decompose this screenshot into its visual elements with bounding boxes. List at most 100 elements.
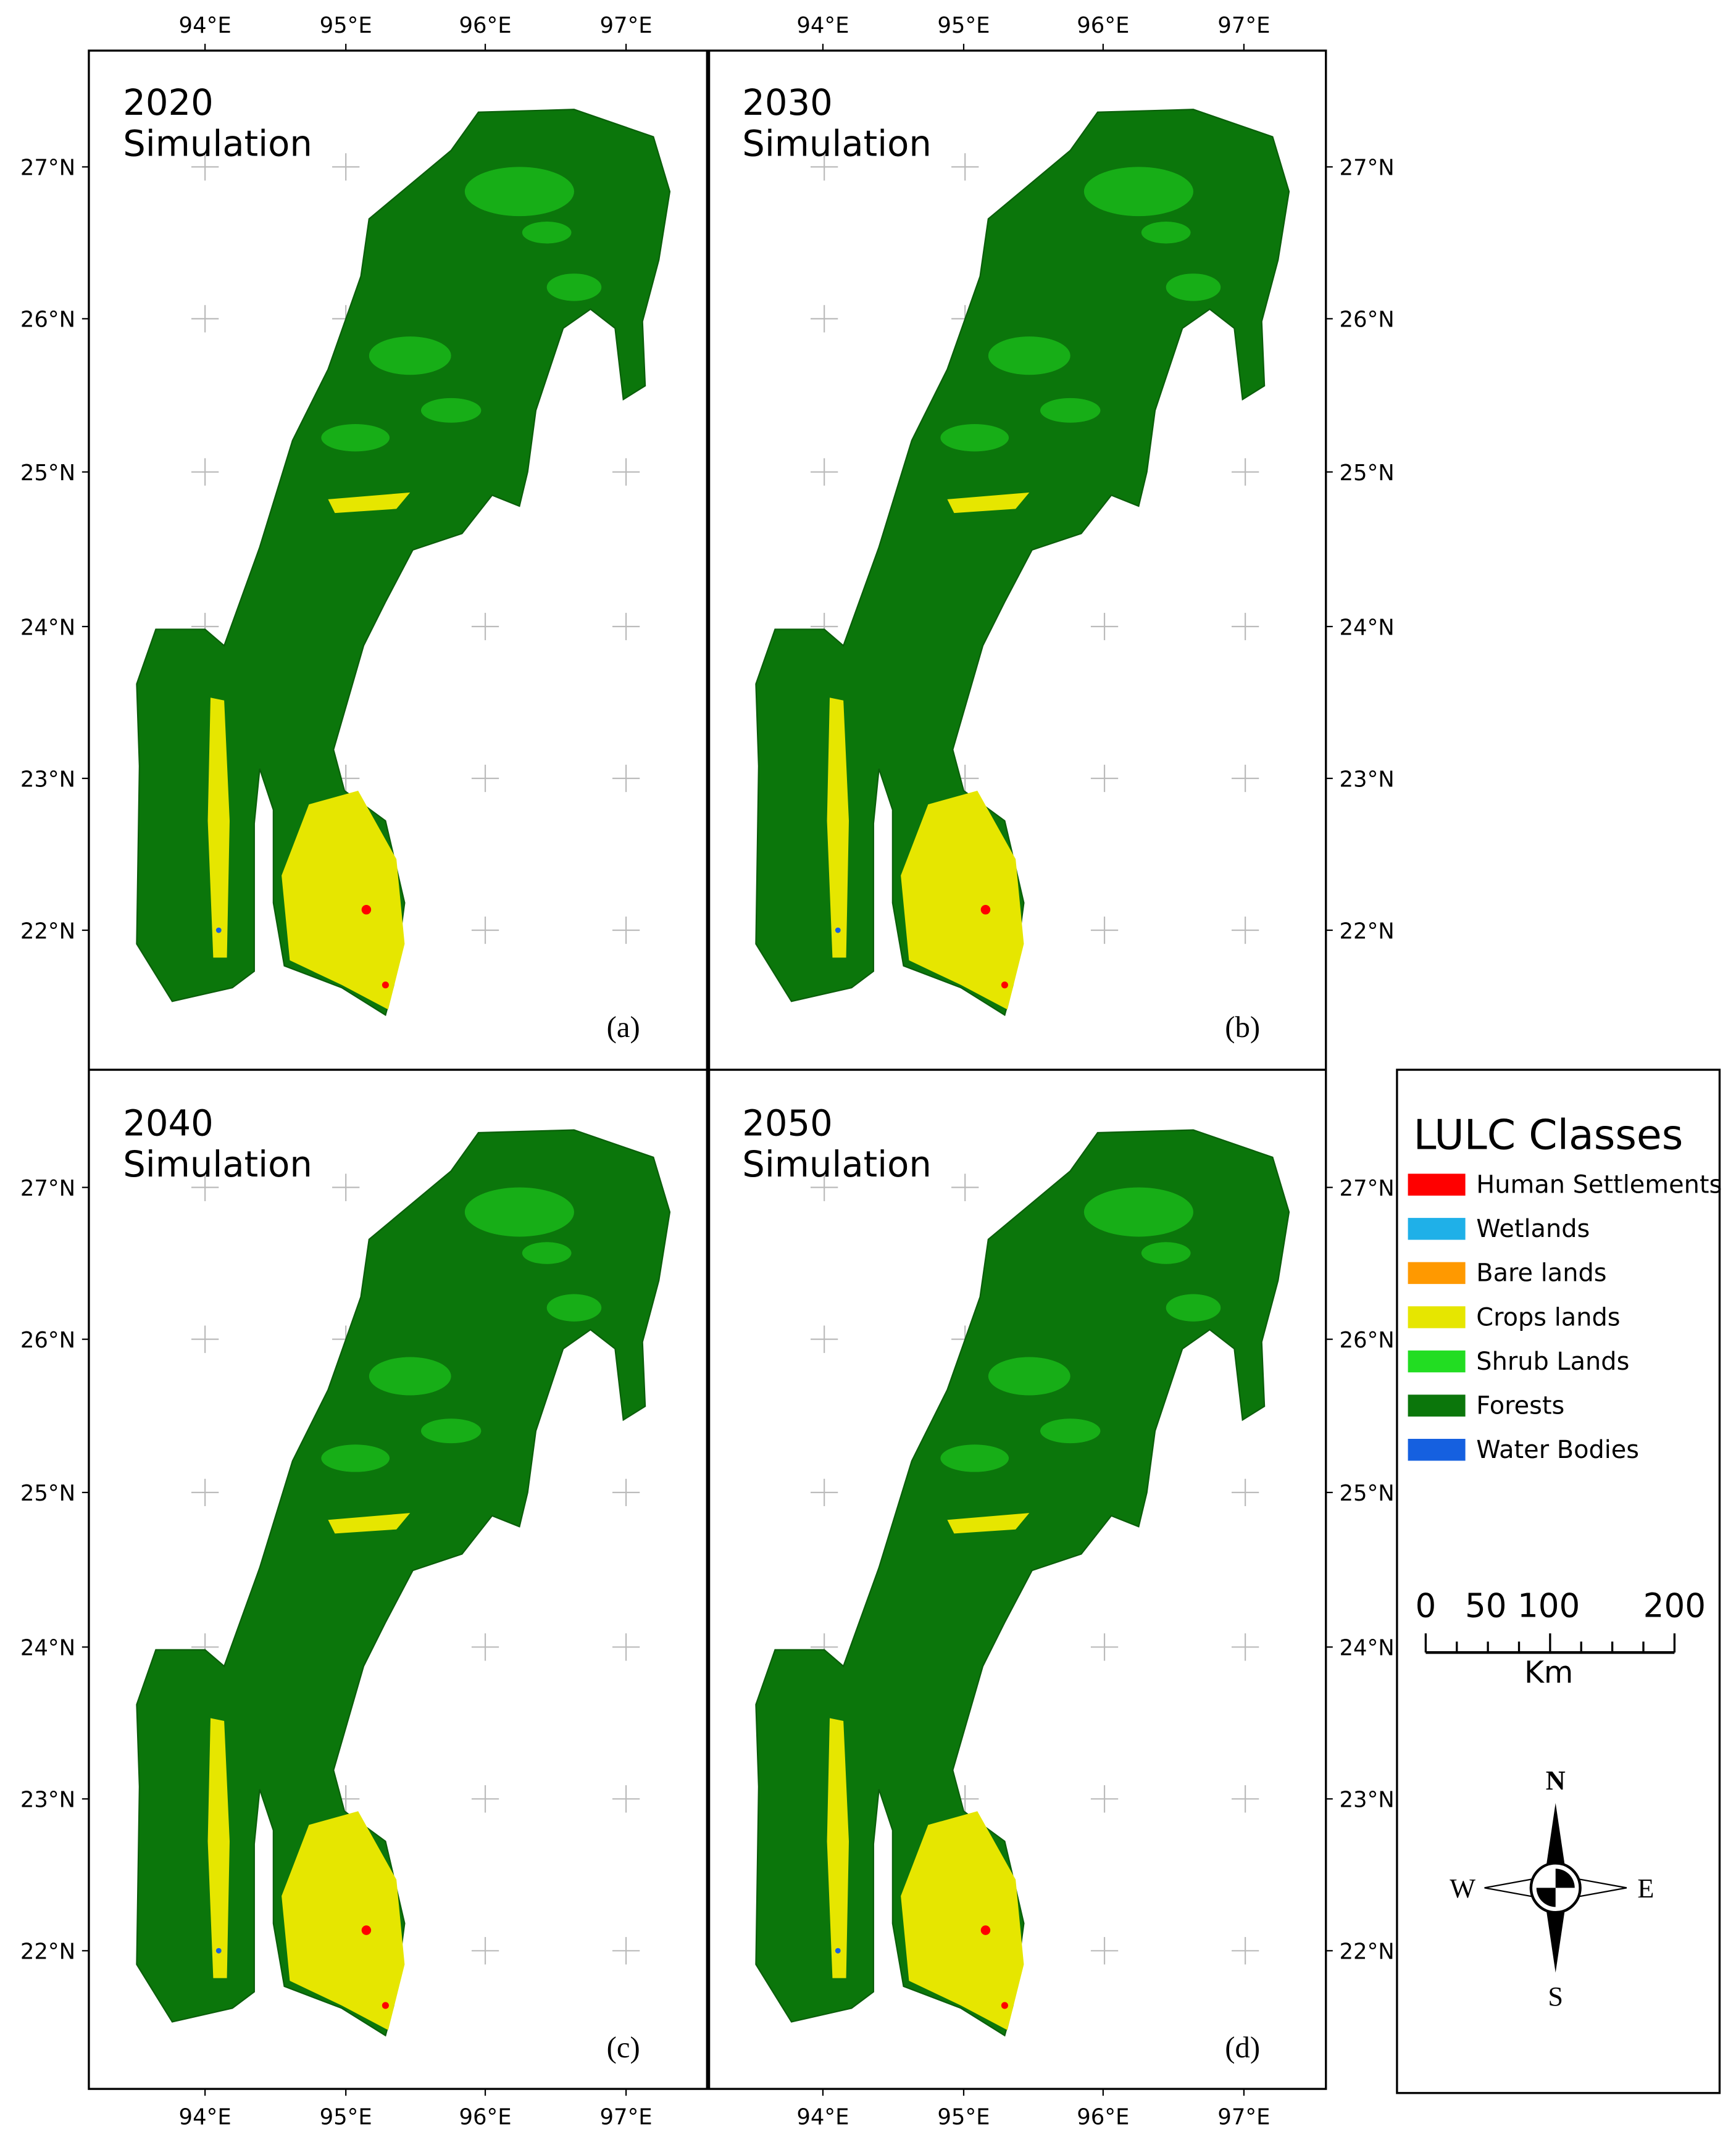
longitude-label: 97°E (1217, 2105, 1270, 2130)
panel-label: (c) (607, 2031, 640, 2064)
graticule-cross (1090, 764, 1119, 793)
latitude-label: 27°N (20, 156, 75, 181)
settlement (361, 905, 372, 915)
graticule-cross (471, 764, 499, 793)
graticule-cross (191, 153, 219, 181)
graticule-cross (612, 916, 640, 944)
shrub-area (464, 167, 574, 217)
graticule-cross (191, 1478, 219, 1507)
graticule-cross (471, 1633, 499, 1661)
graticule-cross (612, 1785, 640, 1813)
latitude-label: 23°N (1340, 1788, 1395, 1813)
legend-label: Wetlands (1476, 1215, 1590, 1243)
settlement (980, 905, 991, 915)
graticule-cross (1090, 1633, 1119, 1661)
graticule-cross (951, 1173, 979, 1201)
panel-subtitle: Simulation (123, 1144, 312, 1185)
shrub-area (546, 273, 602, 301)
settlement (361, 1925, 372, 1935)
panel-label: (a) (607, 1010, 640, 1044)
shrub-area (1166, 273, 1221, 301)
content: 2020Simulation(a)2030Simulation(b)2040Si… (20, 13, 1722, 2130)
graticule-cross (471, 612, 499, 641)
scale-label: 200 (1643, 1587, 1706, 1625)
settlement (1001, 981, 1008, 989)
graticule-cross (811, 458, 838, 486)
longitude-label: 94°E (179, 2105, 232, 2130)
legend-swatch (1408, 1438, 1466, 1461)
shrub-area (940, 1444, 1009, 1472)
panel-subtitle: Simulation (742, 123, 932, 165)
legend-label: Human Settlements (1476, 1171, 1722, 1199)
shrub-area (420, 398, 482, 423)
legend-swatch (1408, 1262, 1466, 1285)
shrub-area (369, 336, 451, 375)
compass-south: S (1548, 1981, 1563, 2012)
water-spot (835, 1947, 841, 1954)
scale-label: 50 (1465, 1587, 1507, 1625)
scale-unit: Km (1524, 1656, 1573, 1690)
graticule-cross (1090, 1785, 1119, 1813)
shrub-area (1166, 1294, 1221, 1322)
longitude-label: 97°E (1217, 13, 1270, 38)
longitude-label: 95°E (937, 13, 990, 38)
graticule-cross (811, 153, 838, 181)
latitude-label: 26°N (1340, 1328, 1395, 1353)
water-spot (215, 927, 222, 933)
longitude-label: 94°E (796, 2105, 849, 2130)
shrub-area (1141, 1242, 1191, 1264)
shrub-area (522, 222, 572, 244)
shrub-area (1040, 398, 1101, 423)
graticule-cross (332, 153, 360, 181)
shrub-area (988, 1357, 1070, 1396)
latitude-label: 23°N (20, 1788, 75, 1813)
legend-swatch (1408, 1306, 1466, 1328)
frames (88, 49, 1721, 2094)
graticule-cross (191, 458, 219, 486)
shrub-area (522, 1242, 572, 1264)
shrub-area (1040, 1418, 1101, 1444)
water-spot (215, 1947, 222, 1954)
legend-title: LULC Classes (1413, 1111, 1683, 1159)
latitude-label: 23°N (20, 767, 75, 792)
shrub-area (369, 1357, 451, 1396)
longitude-label: 95°E (320, 13, 372, 38)
graticule-cross (1231, 458, 1259, 486)
latitude-label: 25°N (1340, 1481, 1395, 1506)
latitude-label: 23°N (1340, 767, 1395, 792)
graticule-cross (612, 458, 640, 486)
shrub-area (546, 1294, 602, 1322)
latitude-label: 24°N (20, 1636, 75, 1661)
latitude-label: 22°N (1340, 918, 1395, 944)
latitude-label: 25°N (20, 460, 75, 486)
compass: N S W E (1450, 1765, 1654, 2012)
panel-label: (d) (1225, 2031, 1260, 2064)
panel-label: (b) (1225, 1010, 1260, 1044)
graticule-cross (191, 1173, 219, 1201)
latitude-label: 22°N (1340, 1939, 1395, 1965)
graticule-cross (1231, 916, 1259, 944)
graticule-cross (1231, 1785, 1259, 1813)
longitude-label: 96°E (459, 2105, 511, 2130)
latitude-label: 22°N (20, 918, 75, 944)
compass-center (1536, 1868, 1575, 1907)
water-spot (835, 927, 841, 933)
graticule-cross (811, 1478, 838, 1507)
compass-west: W (1450, 1873, 1475, 1904)
graticule-cross (612, 764, 640, 793)
longitude-label: 96°E (459, 13, 511, 38)
graticule-cross (1231, 1478, 1259, 1507)
panel-subtitle: Simulation (742, 1144, 932, 1185)
shrub-area (1083, 167, 1193, 217)
graticule-cross (471, 916, 499, 944)
longitude-label: 95°E (320, 2105, 372, 2130)
legend-swatch (1408, 1394, 1466, 1417)
settlement (1001, 2002, 1008, 2009)
legend-label: Shrub Lands (1476, 1347, 1629, 1376)
latitude-label: 25°N (1340, 460, 1395, 486)
latitude-label: 26°N (20, 1328, 75, 1353)
